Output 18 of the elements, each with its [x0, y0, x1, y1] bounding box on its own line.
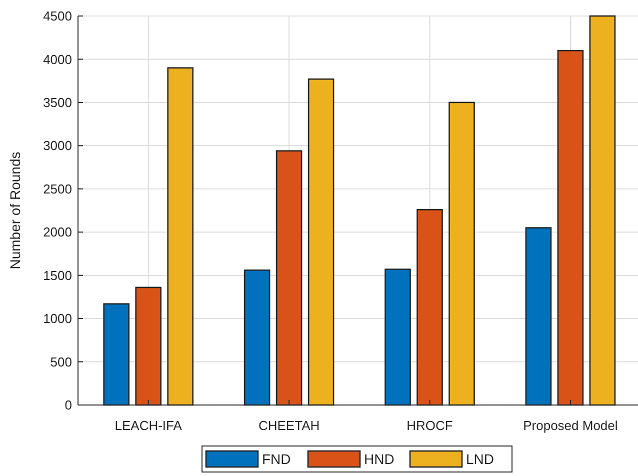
y-tick-label: 500 — [50, 354, 72, 370]
y-tick-label: 4500 — [43, 8, 72, 24]
y-tick-label: 3500 — [43, 94, 72, 110]
y-tick-label: 0 — [64, 398, 72, 413]
y-tick-label: 2000 — [43, 224, 72, 240]
x-tick-label: CHEETAH — [258, 418, 320, 433]
y-tick-label: 1000 — [43, 311, 72, 326]
y-tick-label: 3000 — [43, 138, 72, 154]
x-tick-label: LEACH-IFA — [114, 418, 182, 433]
x-tick-label: Proposed Model — [523, 418, 618, 433]
y-tick-label: 1500 — [43, 268, 72, 283]
legend-label: HND — [364, 450, 394, 467]
y-axis-title: Number of Rounds — [7, 152, 23, 270]
y-tick-label: 4000 — [43, 52, 72, 67]
legend-label: FND — [262, 450, 291, 467]
y-tick-label: 2500 — [43, 181, 72, 196]
legend-label: LND — [466, 450, 494, 467]
x-tick-label: HROCF — [406, 418, 453, 433]
